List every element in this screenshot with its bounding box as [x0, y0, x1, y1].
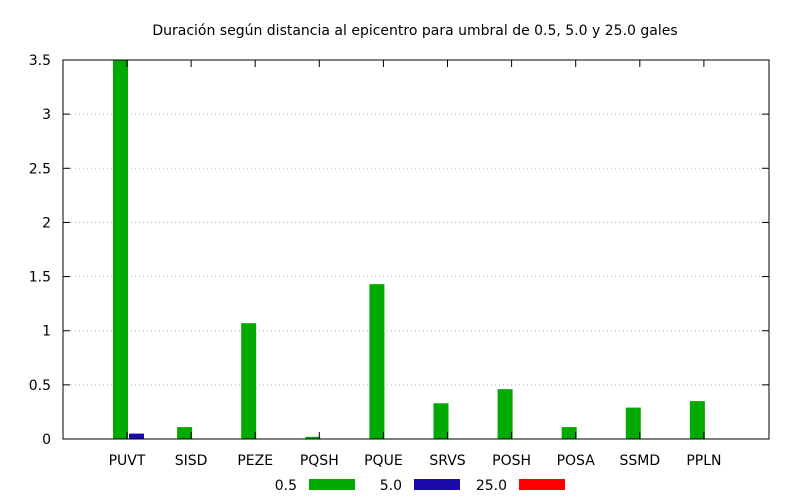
x-tick-label: POSA — [557, 453, 596, 469]
x-tick-label: PPLN — [686, 453, 721, 469]
y-tick-label: 0.5 — [29, 378, 51, 394]
bars — [113, 60, 705, 439]
bar-sisd-series-0 — [177, 427, 193, 439]
y-axis: 0 0.5 1 1.5 2 2.5 3 3.5 — [29, 53, 769, 448]
bar-pqsh-series-0 — [305, 436, 321, 439]
x-tick-label: SSMD — [619, 453, 660, 469]
bar-ppln-series-0 — [689, 401, 705, 439]
bar-puvt-series-0 — [113, 60, 128, 439]
bar-posh-series-0 — [497, 389, 513, 439]
x-axis: PUVT SISD PEZE PQSH PQUE SRVS POSH POSA SSMD PPLN — [109, 60, 721, 469]
legend-swatch — [414, 479, 460, 490]
y-tick-label: 0 — [42, 432, 51, 448]
x-tick-label: SRVS — [429, 453, 465, 469]
legend-swatch — [309, 479, 355, 490]
bar-ssmd-series-0 — [625, 407, 641, 439]
legend-label: 25.0 — [476, 478, 507, 494]
bar-puvt-series-1 — [129, 433, 144, 439]
bar-peze-series-0 — [241, 323, 257, 439]
y-tick-label: 2 — [42, 215, 51, 231]
y-tick-label: 3 — [42, 107, 51, 123]
bar-srvs-series-0 — [433, 403, 449, 439]
x-tick-label: PUVT — [109, 453, 146, 469]
x-tick-label: PQUE — [364, 453, 403, 469]
y-tick-label: 1.5 — [29, 270, 51, 286]
legend-swatch — [519, 479, 565, 490]
x-tick-label: PQSH — [300, 453, 339, 469]
legend: 0.5 5.0 25.0 — [275, 478, 565, 494]
chart-title: Duración según distancia al epicentro pa… — [152, 23, 677, 39]
y-tick-label: 3.5 — [29, 53, 51, 69]
legend-label: 5.0 — [380, 478, 402, 494]
x-tick-label: PEZE — [237, 453, 273, 469]
x-tick-label: SISD — [175, 453, 208, 469]
y-tick-label: 1 — [42, 324, 51, 340]
bar-posa-series-0 — [561, 427, 577, 439]
bar-pque-series-0 — [369, 284, 385, 439]
y-tick-label: 2.5 — [29, 161, 51, 177]
plot-frame — [62, 59, 770, 440]
legend-label: 0.5 — [275, 478, 297, 494]
x-tick-label: POSH — [492, 453, 531, 469]
grid-lines — [63, 113, 769, 386]
